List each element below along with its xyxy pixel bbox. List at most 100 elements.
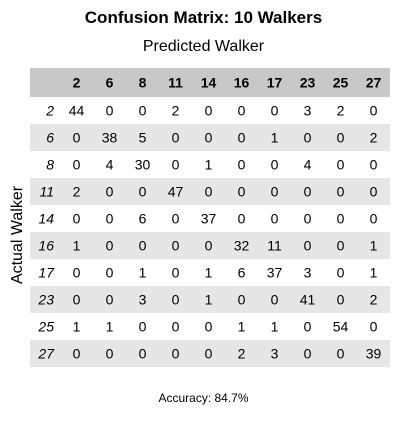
cell-23-14: 1: [205, 292, 213, 308]
cell-8-27: 0: [370, 157, 378, 173]
cell-17-16: 6: [238, 265, 246, 281]
cell-16-8: 0: [139, 238, 147, 254]
cell-27-25: 0: [337, 346, 345, 362]
cell-8-11: 0: [172, 157, 180, 173]
cell-27-2: 0: [73, 346, 81, 362]
cell-2-17: 0: [271, 103, 279, 119]
cell-25-17: 1: [271, 319, 279, 335]
row-label-27: 27: [37, 346, 55, 362]
cell-27-11: 0: [172, 346, 180, 362]
row-stripe: [30, 178, 390, 205]
cell-14-25: 0: [337, 211, 345, 227]
cell-14-23: 0: [304, 211, 312, 227]
cell-8-8: 30: [135, 157, 151, 173]
cell-17-6: 0: [106, 265, 114, 281]
column-header-23: 23: [300, 75, 316, 91]
row-label-6: 6: [46, 130, 54, 146]
cell-27-27: 39: [366, 346, 382, 362]
cell-16-25: 0: [337, 238, 345, 254]
cell-25-11: 0: [172, 319, 180, 335]
cell-6-11: 0: [172, 130, 180, 146]
cell-25-2: 1: [73, 319, 81, 335]
column-header-11: 11: [168, 75, 183, 91]
cell-6-25: 0: [337, 130, 345, 146]
cell-14-8: 6: [139, 211, 147, 227]
cell-11-25: 0: [337, 184, 345, 200]
column-header-8: 8: [139, 75, 147, 91]
cell-8-2: 0: [73, 157, 81, 173]
cell-11-16: 0: [238, 184, 246, 200]
accuracy-footer: Accuracy: 84.7%: [158, 391, 249, 405]
cell-2-16: 0: [238, 103, 246, 119]
cell-14-14: 37: [201, 211, 217, 227]
cell-27-6: 0: [106, 346, 114, 362]
cell-16-17: 11: [267, 238, 282, 254]
cell-25-27: 0: [370, 319, 378, 335]
cell-23-2: 0: [73, 292, 81, 308]
cell-23-25: 0: [337, 292, 345, 308]
cell-17-27: 1: [370, 265, 378, 281]
cell-27-14: 0: [205, 346, 213, 362]
cell-27-17: 3: [271, 346, 279, 362]
cell-8-23: 4: [304, 157, 312, 173]
cell-16-2: 1: [73, 238, 81, 254]
cell-6-17: 1: [271, 130, 279, 146]
cell-8-16: 0: [238, 157, 246, 173]
row-stripe: [30, 286, 390, 313]
column-header-2: 2: [73, 75, 81, 91]
cell-11-8: 0: [139, 184, 147, 200]
column-header-14: 14: [201, 75, 217, 91]
chart-title: Confusion Matrix: 10 Walkers: [84, 8, 323, 27]
cell-14-27: 0: [370, 211, 378, 227]
cell-27-16: 2: [238, 346, 246, 362]
cell-25-14: 0: [205, 319, 213, 335]
cell-14-17: 0: [271, 211, 279, 227]
cell-23-11: 0: [172, 292, 180, 308]
cell-2-25: 2: [337, 103, 345, 119]
cell-16-11: 0: [172, 238, 180, 254]
cell-11-14: 0: [205, 184, 213, 200]
cell-2-2: 44: [69, 103, 85, 119]
cell-6-6: 38: [102, 130, 118, 146]
cell-2-27: 0: [370, 103, 378, 119]
cell-11-17: 0: [271, 184, 279, 200]
cell-16-6: 0: [106, 238, 114, 254]
row-stripe: [30, 232, 390, 259]
cell-17-11: 0: [172, 265, 180, 281]
cell-2-14: 0: [205, 103, 213, 119]
cell-17-14: 1: [205, 265, 213, 281]
cell-23-17: 0: [271, 292, 279, 308]
row-stripe: [30, 124, 390, 151]
cell-17-2: 0: [73, 265, 81, 281]
cell-25-6: 1: [106, 319, 114, 335]
cell-23-23: 41: [300, 292, 316, 308]
cell-2-8: 0: [139, 103, 147, 119]
column-header-17: 17: [267, 75, 283, 91]
cell-6-2: 0: [73, 130, 81, 146]
cell-6-14: 0: [205, 130, 213, 146]
cell-25-25: 54: [333, 319, 349, 335]
cell-16-23: 0: [304, 238, 312, 254]
row-label-2: 2: [45, 103, 54, 119]
cell-14-6: 0: [106, 211, 114, 227]
cell-2-11: 2: [172, 103, 180, 119]
cell-17-23: 3: [304, 265, 312, 281]
row-label-17: 17: [38, 265, 55, 281]
cell-23-8: 3: [139, 292, 147, 308]
cell-17-8: 1: [139, 265, 147, 281]
cell-14-2: 0: [73, 211, 81, 227]
column-header-16: 16: [234, 75, 250, 91]
cell-8-6: 4: [106, 157, 114, 173]
cell-27-23: 0: [304, 346, 312, 362]
cell-2-6: 0: [106, 103, 114, 119]
row-label-8: 8: [46, 157, 54, 173]
cell-2-23: 3: [304, 103, 312, 119]
cell-14-11: 0: [172, 211, 180, 227]
cell-23-16: 0: [238, 292, 246, 308]
cell-16-14: 0: [205, 238, 213, 254]
cell-8-14: 1: [205, 157, 213, 173]
cell-17-17: 37: [267, 265, 283, 281]
column-header-27: 27: [366, 75, 382, 91]
row-label-25: 25: [37, 319, 54, 335]
row-label-11: 11: [39, 184, 54, 200]
